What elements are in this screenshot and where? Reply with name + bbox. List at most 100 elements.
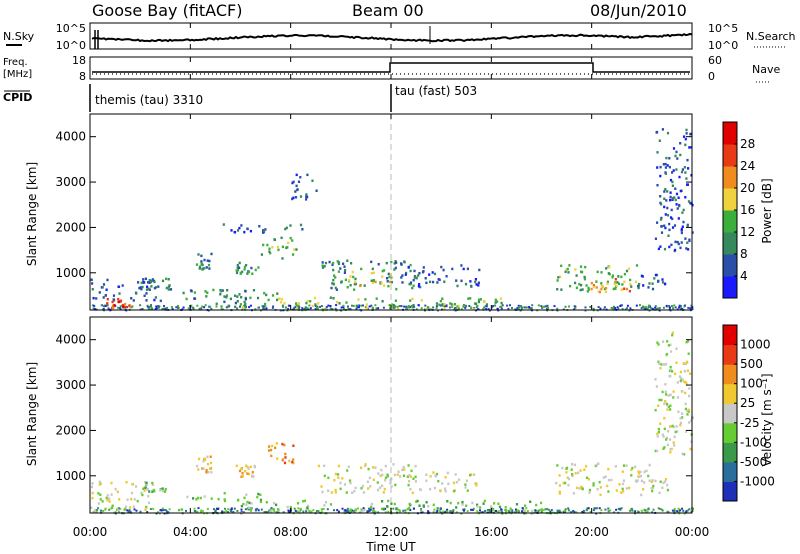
heatmap-speckle: [340, 306, 343, 309]
heatmap-speckle: [342, 306, 345, 308]
heatmap-cell: [617, 275, 620, 278]
heatmap-cell: [98, 483, 101, 486]
heatmap-cell: [681, 168, 684, 171]
heatmap-cell: [305, 301, 308, 305]
heatmap-cell: [354, 508, 357, 512]
heatmap-cell: [475, 482, 478, 485]
heatmap-cell: [654, 408, 657, 412]
heatmap-cell: [335, 300, 339, 304]
heatmap-cell: [618, 282, 621, 285]
heatmap-speckle: [334, 307, 337, 310]
heatmap-cell: [276, 292, 279, 295]
heatmap-speckle: [525, 306, 528, 309]
heatmap-speckle: [117, 510, 120, 513]
heatmap-cell: [142, 280, 145, 284]
heatmap-cell: [620, 275, 623, 279]
heatmap-cell: [583, 275, 586, 279]
heatmap-cell: [558, 484, 561, 487]
heatmap-cell: [475, 302, 478, 306]
heatmap-cell: [654, 237, 657, 240]
heatmap-cell: [679, 189, 682, 193]
heatmap-speckle: [298, 307, 301, 309]
heatmap-cell: [560, 288, 563, 291]
heatmap-cell: [671, 217, 674, 221]
heatmap-cell: [575, 274, 578, 277]
heatmap-cell: [219, 290, 223, 293]
heatmap-cell: [425, 307, 428, 311]
heatmap-cell: [625, 269, 629, 273]
heatmap-speckle: [472, 507, 475, 510]
heatmap-cell: [197, 253, 200, 256]
heatmap-cell: [657, 280, 660, 283]
heatmap-speckle: [540, 511, 543, 514]
heatmap-speckle: [665, 305, 668, 307]
heatmap-speckle: [175, 306, 178, 309]
heatmap-speckle: [528, 306, 531, 308]
heatmap-speckle: [403, 305, 406, 308]
heatmap-speckle: [149, 508, 152, 510]
heatmap-cell: [295, 308, 298, 311]
heatmap-cell: [685, 132, 688, 135]
heatmap-cell: [688, 421, 691, 424]
heatmap-speckle: [92, 511, 95, 513]
heatmap-cell: [311, 304, 314, 308]
heatmap-cell: [679, 142, 682, 145]
heatmap-cell: [667, 405, 670, 409]
heatmap-cell: [580, 270, 583, 273]
heatmap-cell: [208, 267, 211, 270]
heatmap-cell: [684, 171, 687, 174]
heatmap-cell: [432, 471, 435, 474]
heatmap-speckle: [404, 509, 407, 512]
heatmap-cell: [205, 266, 208, 269]
heatmap-speckle: [182, 306, 185, 309]
heatmap-cell: [337, 270, 340, 273]
heatmap-speckle: [154, 308, 157, 310]
heatmap-cell: [316, 305, 319, 309]
heatmap-cell: [410, 469, 413, 473]
heatmap-cell: [406, 475, 409, 478]
heatmap-speckle: [516, 307, 519, 310]
heatmap-cell: [631, 466, 634, 470]
heatmap-cell: [607, 272, 610, 275]
heatmap-cell: [143, 294, 146, 297]
heatmap-cell: [540, 501, 543, 505]
heatmap-cell: [212, 288, 215, 292]
heatmap-cell: [424, 277, 427, 280]
heatmap-cell: [351, 270, 354, 274]
heatmap-cell: [271, 246, 274, 249]
heatmap-cell: [236, 499, 240, 502]
heatmap-cell: [374, 510, 377, 514]
heatmap-cell: [141, 285, 144, 289]
heatmap-speckle: [372, 507, 375, 510]
heatmap-cell: [482, 308, 485, 311]
colorbar-tick-label: 28: [740, 137, 755, 151]
heatmap-cell: [454, 473, 457, 476]
heatmap-cell: [198, 457, 201, 461]
heatmap-cell: [133, 498, 136, 501]
heatmap-cell: [686, 158, 689, 162]
heatmap-cell: [165, 277, 168, 281]
heatmap-cell: [335, 288, 338, 291]
heatmap-cell: [360, 267, 363, 271]
heatmap-cell: [679, 417, 682, 420]
heatmap-cell: [497, 502, 500, 505]
heatmap-cell: [432, 280, 435, 284]
heatmap-cell: [305, 195, 308, 198]
heatmap-cell: [605, 267, 608, 270]
heatmap-cell: [400, 276, 403, 279]
heatmap-cell: [200, 254, 203, 258]
heatmap-speckle: [329, 305, 332, 307]
heatmap-cell: [332, 278, 335, 282]
heatmap-cell: [140, 287, 143, 291]
heatmap-speckle: [564, 305, 567, 308]
heatmap-cell: [154, 296, 157, 299]
heatmap-cell: [354, 282, 357, 286]
heatmap-cell: [689, 372, 692, 375]
heatmap-cell: [348, 279, 351, 282]
heatmap-speckle: [196, 304, 199, 307]
heatmap-cell: [161, 487, 164, 490]
colorbar-swatch: [723, 461, 737, 482]
heatmap-cell: [104, 294, 107, 297]
heatmap-cell: [387, 284, 390, 288]
heatmap-speckle: [421, 511, 424, 514]
